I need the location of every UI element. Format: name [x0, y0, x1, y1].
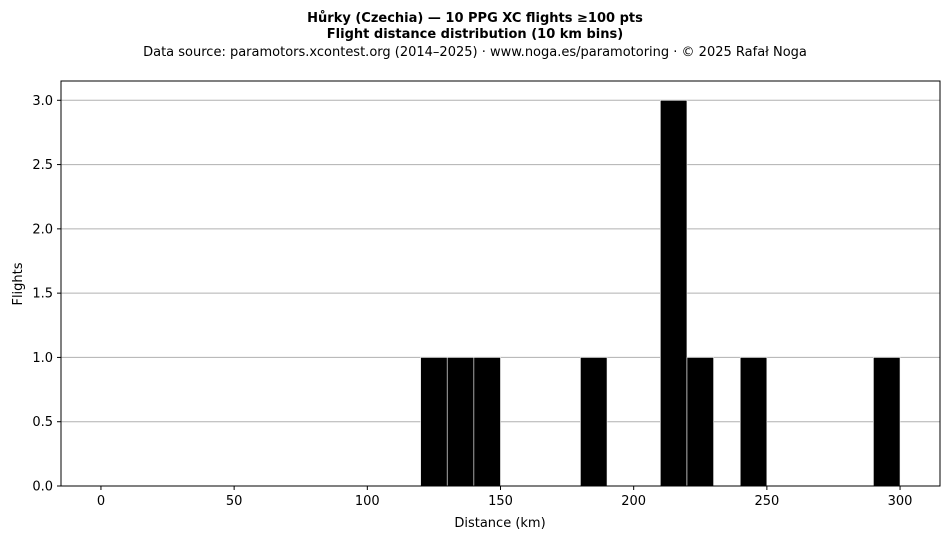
x-axis-label: Distance (km)	[454, 516, 545, 531]
x-axis-ticks: 0 50 100 150 200 250 300	[97, 486, 913, 509]
x-tick-label: 150	[488, 494, 513, 509]
x-tick-label: 300	[888, 494, 913, 509]
y-tick-label: 3.0	[32, 94, 53, 109]
histogram-bar	[873, 357, 901, 487]
y-axis-label: Flights	[11, 262, 26, 305]
chart-title-line-1: Hůrky (Czechia) — 10 PPG XC flights ≥100…	[307, 11, 643, 26]
x-tick-label: 200	[621, 494, 646, 509]
histogram-bar	[686, 357, 714, 487]
histogram-bar	[580, 357, 608, 487]
histogram-bar	[446, 357, 475, 487]
y-tick-label: 0.0	[32, 480, 53, 495]
gridlines	[61, 99, 940, 423]
histogram-bar	[739, 357, 768, 487]
histogram-bar	[473, 357, 501, 487]
x-tick-label: 50	[226, 494, 243, 509]
histogram-bar	[420, 357, 448, 487]
y-tick-label: 1.5	[32, 287, 53, 302]
x-tick-label: 250	[754, 494, 779, 509]
y-tick-label: 1.0	[32, 351, 53, 366]
x-tick-label: 0	[97, 494, 105, 509]
chart-subtitle: Data source: paramotors.xcontest.org (20…	[143, 45, 807, 60]
y-tick-label: 0.5	[32, 415, 53, 430]
y-axis-ticks: 0.0 0.5 1.0 1.5 2.0 2.5 3.0	[32, 94, 61, 495]
histogram-bar	[660, 99, 688, 487]
x-tick-label: 100	[355, 494, 380, 509]
y-tick-label: 2.0	[32, 222, 53, 237]
y-tick-label: 2.5	[32, 158, 53, 173]
chart-title-line-2: Flight distance distribution (10 km bins…	[327, 27, 623, 42]
bars	[420, 99, 901, 487]
